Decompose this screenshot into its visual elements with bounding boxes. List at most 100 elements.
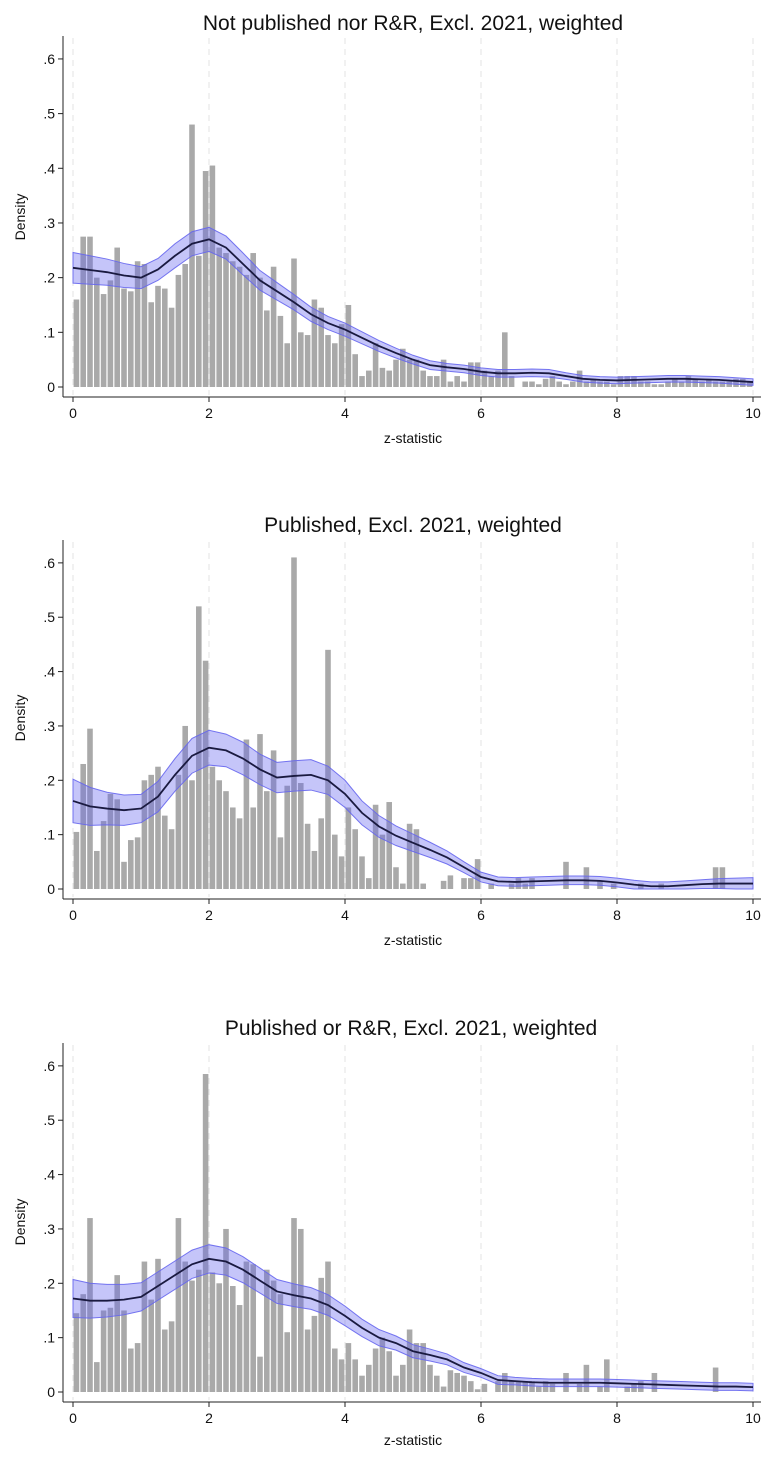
histogram-bar	[488, 883, 494, 889]
plot-area: 0 .1 .2 .3 .4 .5 .6 0 2 4 6 8 10	[43, 1043, 761, 1426]
histogram-bar	[359, 376, 365, 387]
histogram-bar	[522, 1381, 528, 1392]
histogram-bar	[434, 376, 440, 387]
histogram-bar	[372, 804, 379, 889]
histogram-bar	[563, 861, 569, 889]
histogram-bar	[236, 266, 243, 387]
histogram-bar	[114, 799, 120, 889]
histogram-bar	[515, 1381, 522, 1392]
histogram-bar	[318, 1277, 324, 1392]
x-tick-label: 6	[477, 907, 485, 923]
histogram-bar	[583, 381, 590, 387]
histogram-bar	[699, 381, 705, 387]
y-tick-label: .6	[43, 1058, 55, 1074]
histogram-bar	[597, 381, 603, 387]
histogram-bar	[80, 1294, 86, 1392]
x-tick-label: 2	[205, 405, 213, 421]
histogram-bar	[264, 791, 270, 889]
histogram-bar	[100, 821, 107, 889]
histogram-bar	[454, 376, 460, 387]
histogram-bar	[678, 381, 685, 387]
histogram-bar	[393, 359, 399, 387]
histogram-bar	[651, 384, 658, 387]
ci-band	[72, 1244, 754, 1392]
histogram-bar	[325, 1261, 331, 1392]
histogram-bar	[400, 1364, 406, 1392]
y-tick-label: .5	[43, 609, 55, 625]
chart-title: Not published nor R&R, Excl. 2021, weigh…	[203, 12, 623, 35]
x-tick-label: 4	[341, 1410, 349, 1426]
histogram-bar	[406, 823, 413, 889]
histogram-bar	[563, 384, 569, 387]
histogram-bar	[250, 807, 256, 889]
histogram-bar	[427, 376, 433, 387]
y-tick-label: .4	[43, 160, 55, 176]
histogram-bar	[386, 802, 392, 889]
histogram-bar	[311, 299, 318, 387]
y-tick-label: .3	[43, 1221, 55, 1237]
y-tick-label: .1	[43, 827, 55, 843]
histogram-bar	[372, 1348, 379, 1392]
histogram-bar	[141, 263, 148, 387]
histogram-bar	[128, 1348, 134, 1392]
histogram-bar	[114, 1275, 120, 1392]
histogram-bar	[182, 1261, 188, 1392]
histogram-bar	[712, 867, 719, 889]
histogram-bar	[746, 381, 753, 387]
histogram-bar	[209, 1272, 216, 1392]
histogram-bar	[209, 165, 216, 387]
histogram-bar	[168, 307, 175, 387]
histogram-bar	[379, 834, 386, 889]
histogram-bar	[107, 793, 114, 889]
histogram-bar	[712, 1367, 719, 1392]
histogram-bar	[155, 1258, 161, 1392]
histogram-bar	[134, 261, 141, 387]
histogram-bar	[121, 1310, 127, 1392]
histogram-bar	[440, 359, 447, 387]
y-tick-label: .2	[43, 270, 55, 286]
histogram-bar	[304, 823, 311, 889]
histogram-bar	[481, 1383, 488, 1392]
y-tick-label: .3	[43, 718, 55, 734]
histogram-bar	[230, 807, 236, 889]
histogram-bar	[644, 381, 651, 387]
histogram-bar	[318, 818, 324, 889]
histogram-bar	[549, 1383, 556, 1392]
histogram-bar	[264, 1269, 270, 1392]
histogram-bar	[406, 1329, 413, 1392]
histogram-bar	[332, 834, 338, 889]
histogram-bar	[352, 1359, 358, 1392]
histogram-bar	[420, 370, 426, 387]
histogram-bar	[128, 291, 134, 387]
histogram-bar	[162, 288, 168, 387]
histogram-bar	[236, 1305, 243, 1392]
histogram-bar	[277, 837, 284, 889]
histogram-bar	[298, 1228, 304, 1392]
histogram-bar	[610, 384, 617, 387]
histogram-bar	[393, 1375, 399, 1392]
density-line	[72, 746, 753, 888]
histogram-bar	[338, 1359, 345, 1392]
x-tick-label: 8	[613, 907, 621, 923]
plot-area: 0 .1 .2 .3 .4 .5 .6 0 2 4 6 8 10	[43, 36, 761, 421]
y-tick-label: .5	[43, 1112, 55, 1128]
histogram-bar	[325, 335, 331, 387]
histogram-bar	[617, 376, 624, 387]
histogram-bar	[94, 850, 100, 889]
histogram-bar	[291, 258, 297, 387]
histogram-bar	[447, 875, 454, 889]
histogram-bar	[386, 370, 392, 387]
histogram-bar	[583, 867, 590, 889]
y-tick-label: .6	[43, 51, 55, 67]
histogram-bar	[733, 378, 739, 387]
histogram-bar	[474, 1389, 481, 1392]
x-tick-label: 10	[745, 405, 761, 421]
x-tick-label: 10	[745, 907, 761, 923]
histogram-bar	[631, 376, 637, 387]
y-tick-label: .4	[43, 1167, 55, 1183]
histogram-bar	[304, 1329, 311, 1392]
histogram-bar	[461, 878, 467, 889]
histogram-bar	[189, 1280, 195, 1392]
histogram-bar	[685, 376, 692, 387]
histogram-bar	[148, 302, 154, 387]
